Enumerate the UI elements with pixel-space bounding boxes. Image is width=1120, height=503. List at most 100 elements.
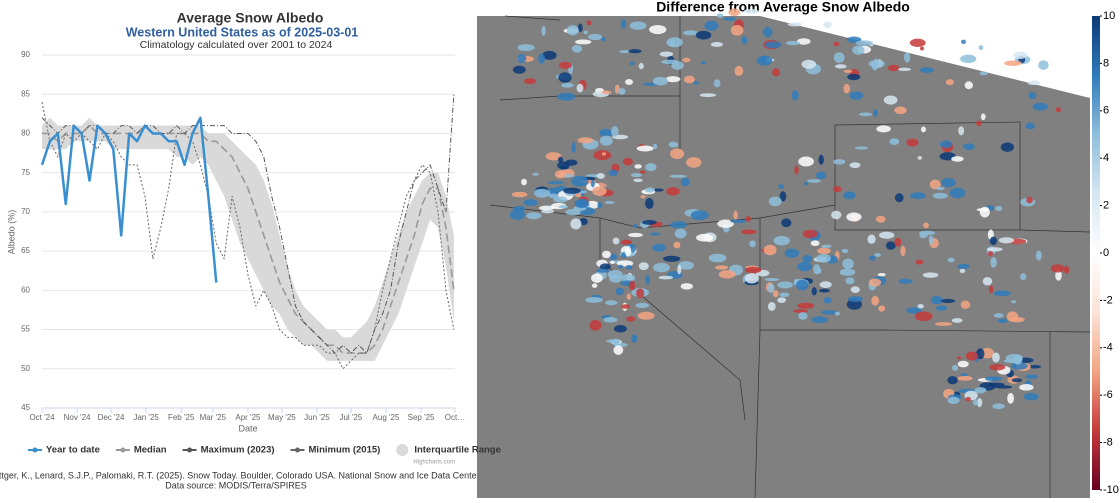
snow-texture	[849, 162, 861, 169]
snow-texture	[1025, 122, 1036, 130]
snow-texture	[831, 210, 842, 220]
snow-texture	[871, 60, 879, 71]
colorbar-tick-label: 6	[1103, 105, 1109, 117]
snow-texture	[919, 46, 925, 51]
snow-texture	[733, 210, 738, 220]
colorbar-tick-label: 8	[1103, 57, 1109, 69]
snow-texture	[548, 193, 559, 199]
snow-texture	[652, 188, 664, 192]
y-tick-label: 85	[21, 89, 30, 98]
snow-texture	[852, 45, 865, 55]
snow-texture	[972, 398, 979, 406]
snow-texture	[652, 243, 666, 252]
snow-texture	[947, 257, 955, 263]
snow-texture	[577, 137, 594, 144]
snow-texture	[603, 317, 618, 323]
snow-texture	[762, 26, 773, 38]
snow-texture	[920, 126, 926, 133]
snow-texture	[804, 181, 809, 186]
x-tick-label: Apr '25	[235, 413, 261, 422]
snow-texture	[557, 92, 576, 101]
snow-texture	[992, 352, 1000, 363]
snow-texture	[949, 187, 966, 199]
snow-texture	[817, 247, 831, 255]
snow-texture	[710, 42, 723, 48]
colorbar-tick-label: 10	[1103, 10, 1115, 22]
snow-texture	[807, 179, 821, 183]
snow-texture	[611, 126, 619, 137]
snow-texture	[879, 231, 895, 239]
snow-texture	[795, 279, 809, 291]
snow-texture	[811, 287, 817, 296]
snow-texture	[632, 224, 639, 228]
snow-texture	[930, 296, 944, 305]
snow-texture	[669, 221, 687, 229]
snow-texture	[628, 232, 643, 238]
snow-texture	[1063, 265, 1070, 274]
snow-texture	[693, 81, 699, 85]
snow-texture	[915, 259, 924, 265]
snow-texture	[553, 196, 568, 203]
snow-texture	[928, 235, 934, 245]
snow-texture	[602, 250, 611, 259]
snow-texture	[680, 177, 690, 187]
snow-texture	[871, 295, 880, 306]
legend-item[interactable]: Year to date	[28, 445, 100, 456]
snow-texture	[700, 61, 706, 65]
snow-texture	[965, 351, 979, 361]
snow-texture	[785, 40, 800, 46]
snow-texture	[615, 287, 625, 296]
snow-texture	[625, 265, 633, 270]
snow-texture	[767, 301, 776, 311]
x-axis-label: Date	[238, 423, 257, 433]
snow-texture	[630, 173, 643, 178]
snow-texture	[682, 30, 699, 36]
snow-texture	[977, 397, 983, 408]
snow-texture	[557, 161, 570, 170]
legend-item[interactable]: Maximum (2023)	[182, 445, 275, 456]
snow-texture	[1028, 92, 1037, 100]
snow-texture	[609, 253, 618, 261]
snow-texture	[772, 68, 780, 77]
snow-texture	[842, 258, 854, 270]
snow-texture	[590, 180, 595, 188]
snow-texture	[781, 218, 792, 228]
snow-texture	[1028, 365, 1042, 369]
snow-texture	[940, 298, 956, 303]
snow-texture	[591, 273, 603, 283]
snow-texture	[613, 325, 627, 333]
snow-texture	[626, 316, 636, 322]
x-tick-label: Oct…	[445, 413, 465, 422]
snow-texture	[909, 192, 927, 200]
legend-item[interactable]: Minimum (2015)	[290, 445, 381, 456]
snow-texture	[571, 44, 583, 53]
snow-texture	[558, 205, 568, 209]
snow-texture	[986, 247, 1003, 252]
snow-texture	[734, 65, 744, 76]
snow-texture	[612, 237, 620, 245]
map-edge	[760, 16, 1090, 98]
snow-texture	[797, 261, 813, 272]
snow-texture	[917, 304, 924, 309]
snow-texture	[772, 290, 779, 298]
snow-texture	[767, 283, 775, 293]
snow-texture	[605, 300, 618, 306]
snow-texture	[818, 154, 824, 165]
snow-texture	[885, 241, 896, 250]
snow-texture	[599, 263, 611, 270]
snow-texture	[898, 278, 913, 284]
x-tick-label: Dec '24	[98, 413, 125, 422]
snow-texture	[976, 120, 982, 127]
snow-texture	[635, 302, 650, 309]
snow-texture	[641, 219, 657, 225]
legend-item[interactable]: Median	[115, 445, 167, 456]
snow-texture	[898, 67, 911, 72]
snow-texture	[793, 309, 808, 313]
legend-label: Median	[134, 445, 167, 456]
snow-texture	[798, 312, 808, 320]
snow-texture	[526, 212, 542, 220]
legend-item[interactable]: Interquartile Range	[396, 444, 501, 456]
snow-texture	[1035, 250, 1042, 261]
snow-texture	[1019, 383, 1034, 391]
snow-texture	[878, 305, 886, 312]
